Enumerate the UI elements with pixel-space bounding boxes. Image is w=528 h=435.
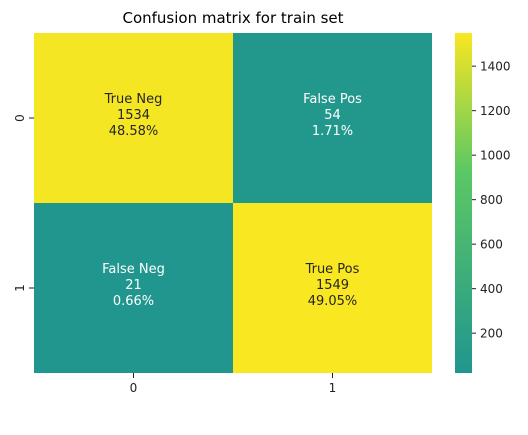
colorbar-tick-label: 400 xyxy=(480,282,503,296)
colorbar-tick-label: 1000 xyxy=(480,148,511,162)
cell-count-label: 54 xyxy=(324,108,341,123)
colorbar-tick-label: 200 xyxy=(480,326,503,340)
cell-name-label: True Neg xyxy=(104,92,163,107)
y-tick-label: 0 xyxy=(13,114,27,122)
cell-percent-label: 49.05% xyxy=(308,294,358,309)
colorbar-tick-label: 600 xyxy=(480,237,503,251)
heatmap-cell xyxy=(34,33,233,203)
cell-percent-label: 1.71% xyxy=(312,124,353,139)
cell-name-label: True Pos xyxy=(305,262,360,277)
colorbar-tick-label: 800 xyxy=(480,193,503,207)
cell-percent-label: 0.66% xyxy=(113,294,154,309)
x-tick-label: 0 xyxy=(130,381,138,395)
cell-name-label: False Pos xyxy=(303,92,362,107)
y-tick-label: 1 xyxy=(13,284,27,292)
colorbar-tick-label: 1400 xyxy=(480,59,511,73)
cell-percent-label: 48.58% xyxy=(109,124,159,139)
cell-count-label: 1549 xyxy=(316,278,349,293)
colorbar: 200 400 600 800 1000 1200 1400 xyxy=(455,33,511,373)
heatmap-cell xyxy=(34,203,233,373)
chart-title: Confusion matrix for train set xyxy=(122,9,343,27)
colorbar-tick-label: 1200 xyxy=(480,104,511,118)
y-axis: 01 xyxy=(13,114,34,292)
cell-count-label: 1534 xyxy=(117,108,150,123)
cell-count-label: 21 xyxy=(125,278,142,293)
cell-name-label: False Neg xyxy=(102,262,165,277)
x-tick-label: 1 xyxy=(329,381,337,395)
colorbar-gradient xyxy=(455,33,472,373)
heatmap-cell xyxy=(233,203,432,373)
heatmap-cell xyxy=(233,33,432,203)
